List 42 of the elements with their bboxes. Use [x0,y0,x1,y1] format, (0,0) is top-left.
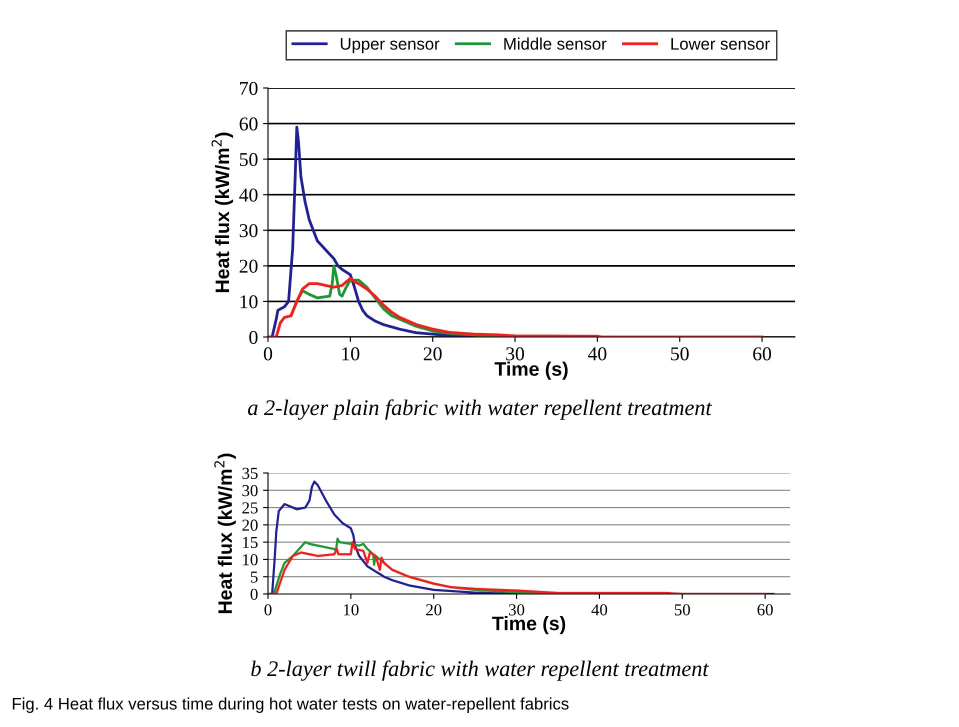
y-tick-label: 60 [240,117,258,131]
x-tick-label: 50 [674,604,690,616]
text: b 2-layer twill fabric with water repellent treatment [251,660,710,681]
y-tick-label: 25 [242,502,258,514]
y-tick-label: 70 [240,82,258,95]
y-tick-label: 5 [250,572,258,583]
text: a 2-layer plain fabric with water repellent treatment [248,399,712,420]
legend-label: Upper sensor [340,38,440,54]
x-tick-label: 40 [591,604,608,616]
y-tick-label: 20 [242,520,258,531]
x-tick-label: 40 [588,347,606,360]
y-tick-label: 10 [240,295,258,308]
y-tick-label: 15 [243,536,258,548]
y-tick-label: 35 [242,468,258,479]
y-tick-label: 20 [240,260,258,273]
y-tick-label: 0 [250,588,258,600]
x-tick-label: 0 [264,347,272,360]
line-series [268,541,766,594]
legend-label: Lower sensor [671,38,770,50]
x-tick-label: 20 [424,347,442,360]
y-tick-label: 30 [240,224,258,238]
x-tick-label: 30 [506,347,524,360]
x-axis-title: Time (s) [494,362,568,380]
y-tick-label: 50 [240,152,258,166]
y-tick-label: 10 [243,554,258,566]
y-axis-title: Heat flux (kW/m$^{2}$) [212,132,234,292]
x-tick-label: 20 [426,604,442,616]
x-tick-label: 30 [509,604,524,616]
legend-label: Middle sensor [504,38,606,50]
x-tick-label: 60 [753,347,772,360]
x-tick-label: 60 [758,604,773,616]
y-tick-label: 0 [249,330,258,344]
x-tick-label: 10 [344,604,359,616]
x-tick-label: 10 [342,347,360,360]
x-axis-title: Time (s) [492,616,566,634]
x-tick-label: 0 [264,604,272,616]
x-tick-label: 50 [671,347,689,360]
y-tick-label: 30 [242,484,258,496]
y-axis-title: Heat flux (kW/m$^{2}$) [214,454,236,614]
y-tick-label: 40 [239,188,258,202]
line-series [268,276,764,337]
caption: Fig. 4 Heat flux versus time during hot water tests on water-repellent fabrics [12,697,569,713]
